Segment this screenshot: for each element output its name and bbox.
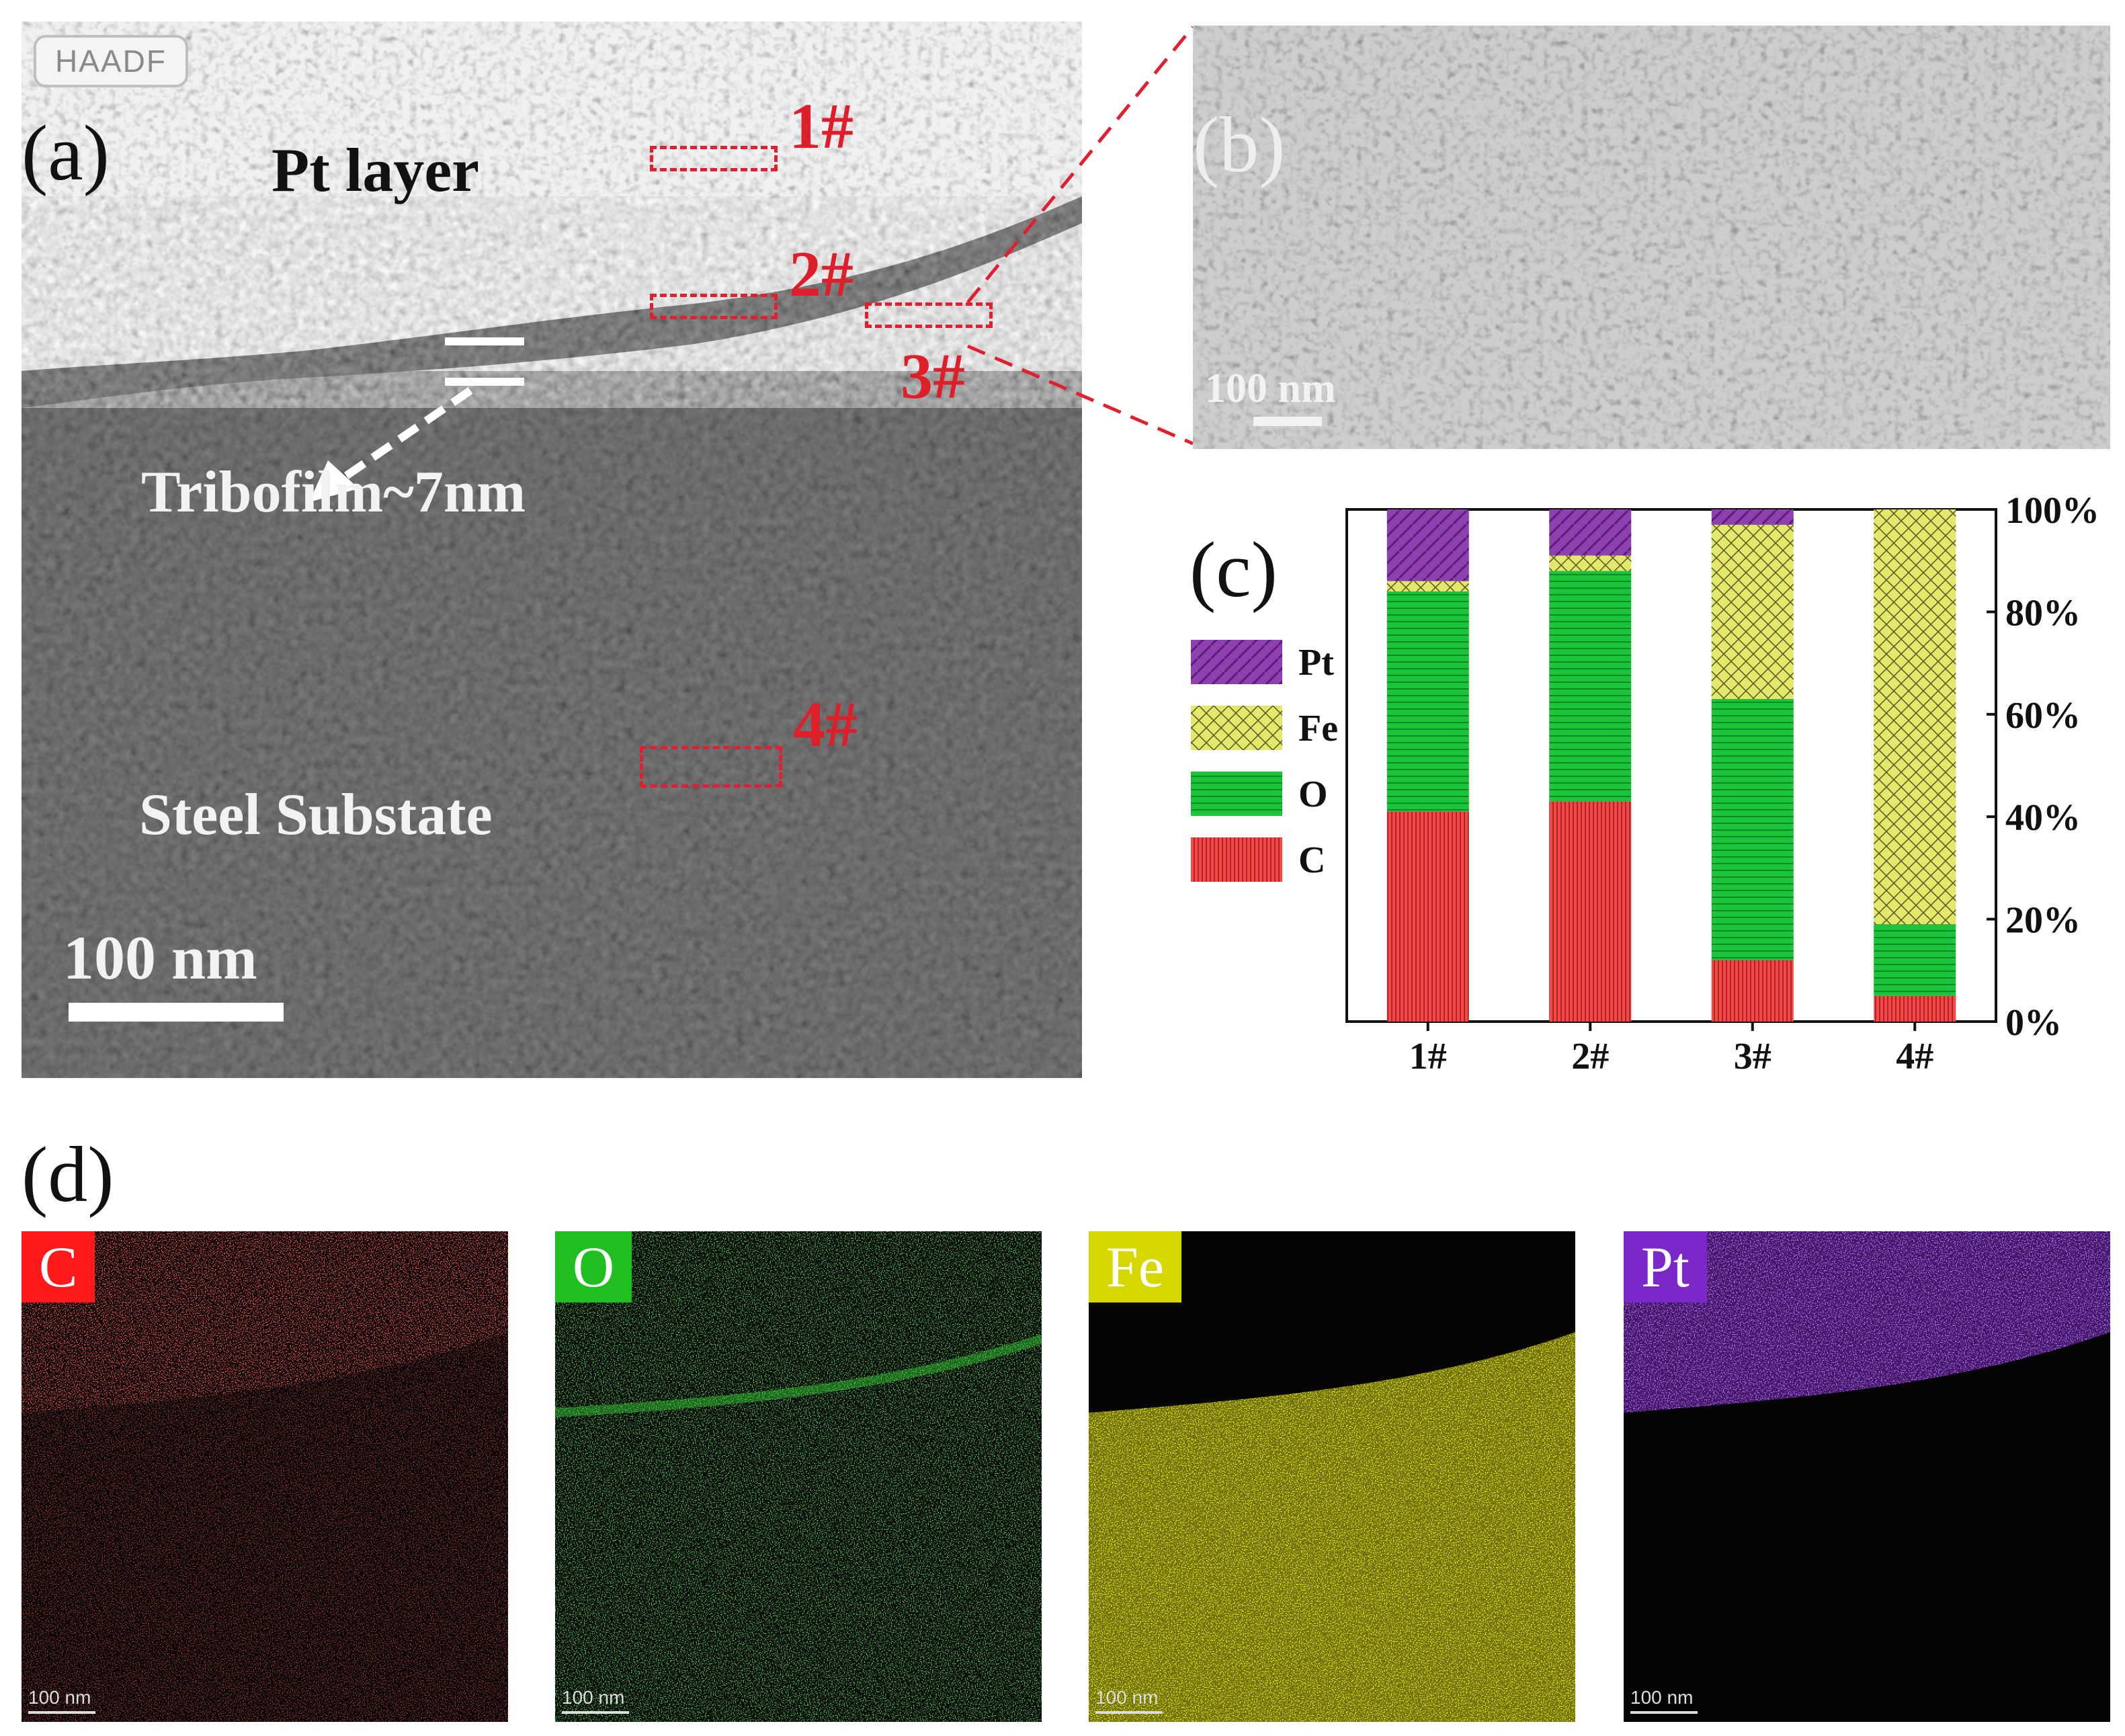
eds-map-fe: Fe 100 nm bbox=[1089, 1231, 1575, 1722]
eds-map-tag-fe: Fe bbox=[1089, 1231, 1181, 1303]
bar-c-1 bbox=[1386, 811, 1469, 1022]
sample-label-3: 3# bbox=[901, 340, 965, 412]
tribofilm-marker-bottom bbox=[445, 378, 524, 386]
sample-box-4 bbox=[640, 746, 782, 788]
pt-layer-label: Pt layer bbox=[272, 136, 480, 204]
eds-map-pt: Pt 100 nm bbox=[1624, 1231, 2110, 1722]
sample-label-1: 1# bbox=[789, 90, 853, 162]
hrtem-image bbox=[1193, 26, 2110, 449]
panel-a-scale-text: 100 nm bbox=[63, 923, 257, 992]
bar-fe-3 bbox=[1711, 524, 1794, 699]
steel-substrate-label: Steel Substate bbox=[139, 782, 493, 848]
y-tick-label: 60% bbox=[2005, 695, 2081, 737]
bar-o-2 bbox=[1549, 571, 1632, 802]
bar-c-4 bbox=[1874, 995, 1956, 1022]
tribofilm-arrow bbox=[309, 387, 473, 502]
legend-label-fe: Fe bbox=[1298, 708, 1338, 749]
bar-pt-3 bbox=[1711, 509, 1794, 525]
x-tick-label: 2# bbox=[1571, 1036, 1609, 1077]
bar-fe-4 bbox=[1874, 509, 1956, 925]
composition-chart: 0% 20% 40% 60% 80% 100% 1# 2# 3# 4# Pt Fe OC bbox=[1191, 490, 2099, 1077]
bar-o-1 bbox=[1386, 591, 1469, 812]
eds-map-scale-text: 100 nm bbox=[28, 1687, 91, 1708]
panel-a-scale-bar bbox=[69, 1003, 284, 1022]
panel-a-letter: (a) bbox=[22, 109, 110, 197]
panel-c-letter: (c) bbox=[1190, 526, 1278, 614]
sample-label-2: 2# bbox=[789, 238, 853, 310]
eds-map-scale-bar bbox=[1630, 1711, 1698, 1714]
panel-b: (b) 100 nm bbox=[1193, 26, 2110, 449]
bar-o-4 bbox=[1874, 924, 1956, 996]
panel-d-letter: (d) bbox=[22, 1130, 114, 1218]
tribofilm-marker-top bbox=[445, 337, 524, 345]
eds-map-scale-bar bbox=[28, 1711, 95, 1714]
bar-c-2 bbox=[1549, 801, 1632, 1022]
legend-swatch-pt bbox=[1191, 640, 1282, 684]
panel-a: HAADF (a) Pt layer Tribofilm~7nm Steel S… bbox=[22, 22, 1082, 1078]
legend-swatch-fe bbox=[1191, 706, 1282, 750]
eds-map-scale-bar bbox=[1095, 1711, 1163, 1714]
eds-map-scale-text: 100 nm bbox=[562, 1687, 625, 1708]
bar-pt-2 bbox=[1549, 509, 1632, 556]
tribofilm-label: Tribofilm~7nm bbox=[141, 460, 526, 525]
y-tick-label: 40% bbox=[2005, 797, 2081, 839]
sample-label-4: 4# bbox=[793, 688, 858, 760]
eds-map-tag-c: C bbox=[22, 1231, 95, 1303]
sample-box-1 bbox=[650, 146, 778, 171]
legend-swatch-c bbox=[1191, 837, 1282, 882]
bar-c-3 bbox=[1711, 960, 1794, 1022]
eds-map-tag-o: O bbox=[555, 1231, 632, 1303]
eds-map-scale-text: 100 nm bbox=[1630, 1687, 1694, 1708]
chart-frame bbox=[1345, 508, 1997, 1023]
eds-map-scale-text: 100 nm bbox=[1095, 1687, 1159, 1708]
panel-b-scale-bar bbox=[1253, 417, 1322, 426]
y-tick-label: 20% bbox=[2005, 900, 2081, 942]
eds-map-o: O 100 nm bbox=[555, 1231, 1042, 1722]
bar-pt-1 bbox=[1386, 509, 1469, 581]
panel-b-scale-text: 100 nm bbox=[1205, 366, 1336, 411]
y-tick-label: 100% bbox=[2005, 490, 2099, 532]
haadf-micrograph bbox=[22, 22, 1082, 1078]
bar-fe-2 bbox=[1549, 555, 1632, 571]
eds-map-tag-pt: Pt bbox=[1624, 1231, 1707, 1303]
haadf-badge-text: HAADF bbox=[55, 44, 167, 79]
x-tick-label: 4# bbox=[1896, 1036, 1933, 1077]
x-tick-label: 1# bbox=[1409, 1036, 1447, 1077]
haadf-badge: HAADF bbox=[34, 35, 188, 87]
legend-label-o: O bbox=[1298, 774, 1328, 815]
legend-label-pt: Pt bbox=[1298, 642, 1334, 684]
eds-map-c: C 100 nm bbox=[22, 1231, 508, 1722]
legend-label-c: C bbox=[1298, 839, 1325, 881]
y-tick-label: 80% bbox=[2005, 592, 2081, 634]
sample-box-2 bbox=[650, 294, 778, 319]
bar-fe-1 bbox=[1386, 581, 1469, 591]
panel-b-letter: (b) bbox=[1193, 101, 1286, 189]
eds-map-scale-bar bbox=[562, 1711, 629, 1714]
bar-o-3 bbox=[1711, 698, 1794, 960]
x-tick-label: 3# bbox=[1734, 1036, 1772, 1077]
y-tick-label: 0% bbox=[2005, 1002, 2062, 1044]
sample-box-3 bbox=[865, 302, 993, 328]
legend-swatch-o bbox=[1191, 772, 1282, 816]
